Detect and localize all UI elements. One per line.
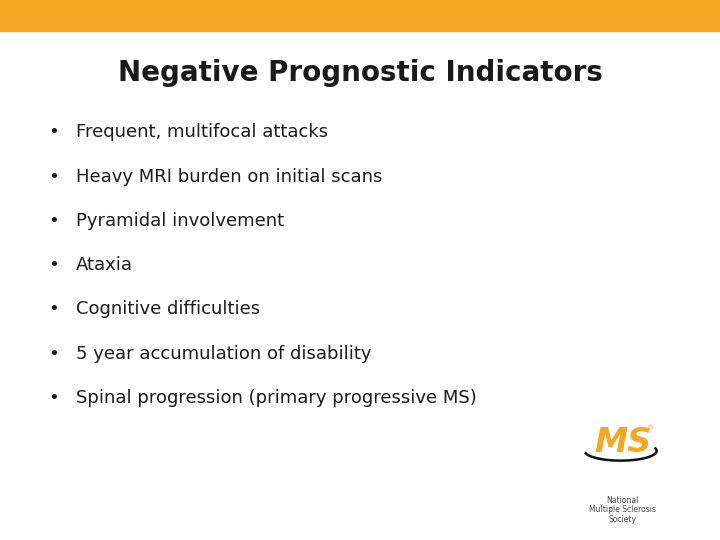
Text: •: • — [49, 345, 59, 363]
Text: •: • — [49, 167, 59, 186]
Text: •: • — [49, 389, 59, 407]
Text: •: • — [49, 256, 59, 274]
Text: Pyramidal involvement: Pyramidal involvement — [76, 212, 284, 230]
Text: •: • — [49, 123, 59, 141]
Bar — [0, 0, 720, 31]
Text: Cognitive difficulties: Cognitive difficulties — [76, 300, 260, 319]
Text: ®: ® — [647, 425, 654, 431]
Text: National: National — [607, 496, 639, 505]
Text: Ataxia: Ataxia — [76, 256, 132, 274]
Text: Society: Society — [609, 515, 636, 524]
Text: Multiple Sclerosis: Multiple Sclerosis — [589, 505, 657, 515]
Text: Spinal progression (primary progressive MS): Spinal progression (primary progressive … — [76, 389, 477, 407]
Text: MS: MS — [594, 426, 652, 460]
Text: Heavy MRI burden on initial scans: Heavy MRI burden on initial scans — [76, 167, 382, 186]
Text: •: • — [49, 300, 59, 319]
Text: Negative Prognostic Indicators: Negative Prognostic Indicators — [117, 59, 603, 87]
Text: 5 year accumulation of disability: 5 year accumulation of disability — [76, 345, 371, 363]
Text: •: • — [49, 212, 59, 230]
Text: Frequent, multifocal attacks: Frequent, multifocal attacks — [76, 123, 328, 141]
